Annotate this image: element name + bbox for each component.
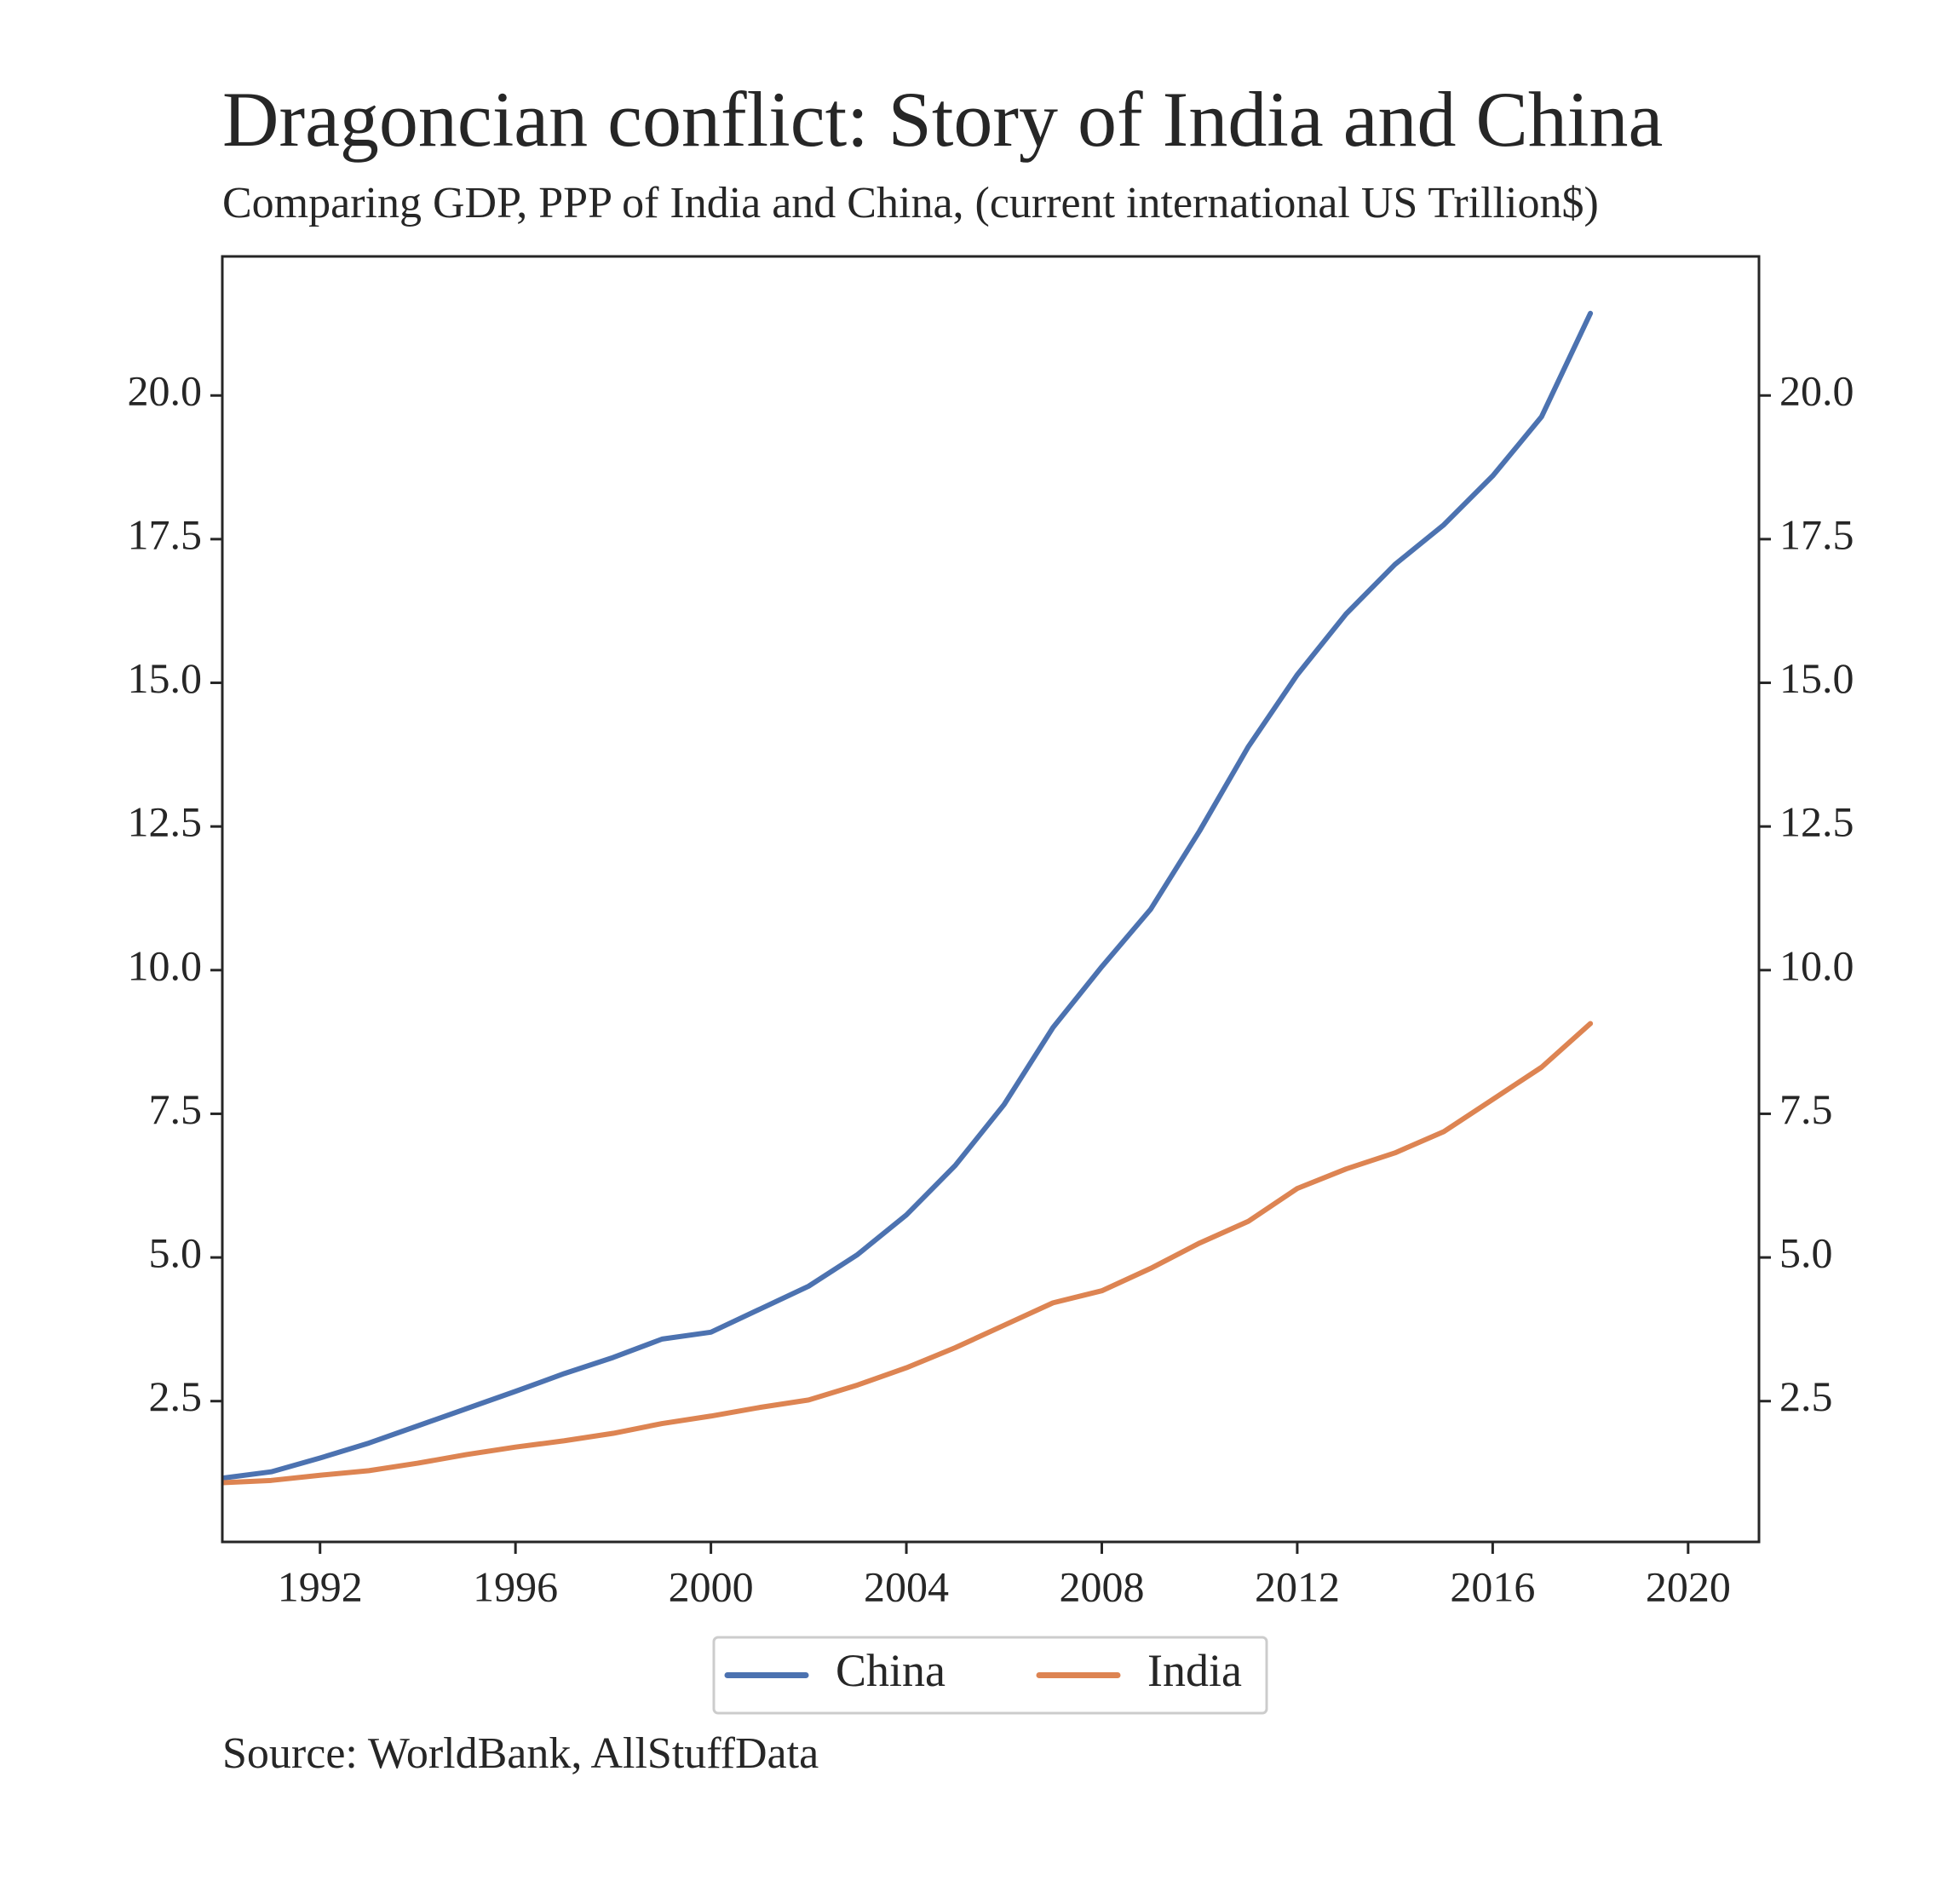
chart-title: Dragoncian conflict: Story of India and … — [222, 76, 1663, 163]
plot-frame — [221, 255, 1761, 1544]
x-tick-label: 2020 — [1646, 1562, 1731, 1610]
y2-tick-label: 2.5 — [1779, 1372, 1833, 1420]
y-tick-label: 12.5 — [128, 798, 203, 846]
y-tick-label: 2.5 — [149, 1372, 203, 1420]
y-tick-label: 5.0 — [149, 1229, 203, 1277]
y2-tick-label: 10.0 — [1779, 941, 1854, 989]
y-tick-label: 7.5 — [149, 1085, 203, 1133]
y2-tick-label: 12.5 — [1779, 798, 1854, 846]
series-line — [222, 310, 1594, 1481]
x-tick-label: 2012 — [1255, 1562, 1340, 1610]
y-tick-label: 20.0 — [128, 367, 203, 415]
y2-tick-label: 5.0 — [1779, 1229, 1833, 1277]
y2-tick-label: 20.0 — [1779, 367, 1854, 415]
x-tick-label: 2008 — [1059, 1562, 1144, 1610]
legend-label: China — [836, 1645, 946, 1696]
y-tick-label: 17.5 — [128, 510, 203, 558]
series-line — [222, 1021, 1594, 1486]
legend-label: India — [1147, 1645, 1242, 1696]
y2-tick-label: 17.5 — [1779, 510, 1854, 558]
y2-tick-label: 15.0 — [1779, 654, 1854, 702]
y-tick-label: 15.0 — [128, 654, 203, 702]
y2-tick-label: 7.5 — [1779, 1085, 1833, 1133]
y-tick-label: 10.0 — [128, 941, 203, 989]
source-note: Source: WorldBank, AllStuffData — [222, 1729, 819, 1778]
x-tick-label: 2016 — [1450, 1562, 1535, 1610]
x-tick-label: 2004 — [864, 1562, 949, 1610]
x-tick-label: 1996 — [473, 1562, 558, 1610]
x-tick-label: 2000 — [669, 1562, 754, 1610]
legend-box — [712, 1636, 1268, 1715]
chart-subtitle: Comparing GDP, PPP of India and China, (… — [222, 179, 1599, 227]
x-tick-label: 1992 — [278, 1562, 363, 1610]
